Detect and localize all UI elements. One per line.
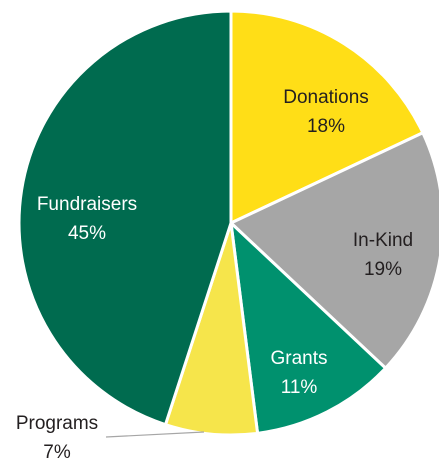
slice-label-programs: Programs xyxy=(16,413,98,434)
slice-label-donations: Donations xyxy=(283,87,369,108)
slice-percent-donations: 18% xyxy=(307,116,345,137)
slice-percent-in-kind: 19% xyxy=(364,259,402,280)
slice-label-in-kind: In-Kind xyxy=(353,230,413,251)
slice-percent-grants: 11% xyxy=(281,377,318,398)
leader-line-programs xyxy=(105,431,205,438)
slice-in-kind xyxy=(229,131,439,370)
pie-labels: Donations 18% In-Kind 19% Grants 11% Programs 7… xyxy=(16,87,413,463)
slice-donations xyxy=(229,9,425,225)
slice-percent-fundraisers: 45% xyxy=(68,223,106,244)
slice-label-grants: Grants xyxy=(270,348,327,369)
slice-fundraisers xyxy=(17,9,233,427)
pie-slices xyxy=(17,9,439,437)
slice-label-fundraisers: Fundraisers xyxy=(37,194,137,215)
slice-percent-programs: 7% xyxy=(43,442,71,463)
slice-grants xyxy=(229,221,388,435)
